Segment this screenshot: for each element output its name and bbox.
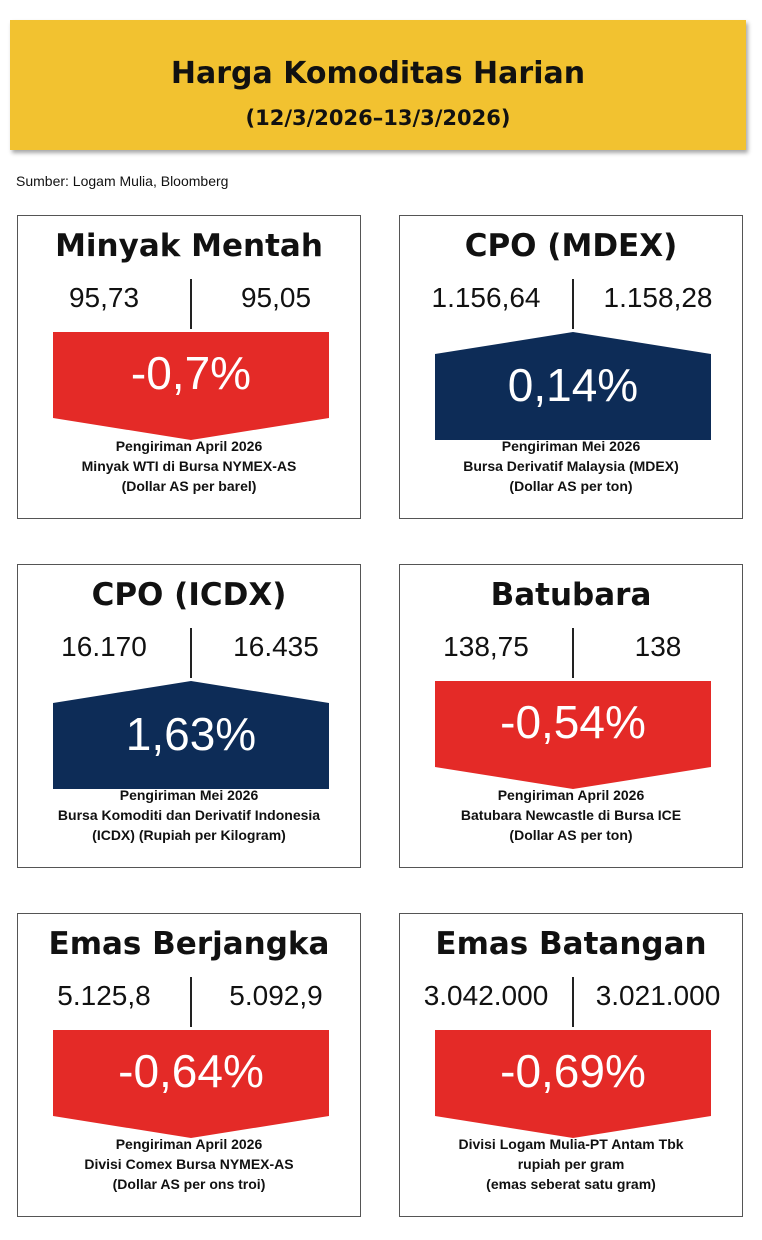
previous-price: 5.125,8 [57, 980, 151, 1011]
note-line: (Dollar AS per ons troi) [112, 1176, 266, 1192]
card-notes: Pengiriman April 2026 Divisi Comex Bursa… [18, 1134, 360, 1194]
current-price: 16.435 [233, 631, 319, 662]
previous-price: 1.156,64 [431, 282, 541, 313]
current-price: 3.021.000 [595, 980, 721, 1011]
card-title: Emas Berjangka [48, 926, 330, 962]
change-arrow: -0,54% [435, 681, 711, 789]
commodity-card: Emas Batangan 3.042.000 3.021.000 -0,69%… [399, 913, 743, 1217]
note-line: rupiah per gram [517, 1156, 625, 1172]
current-price: 95,05 [240, 282, 312, 313]
change-arrow-shape [53, 681, 329, 789]
note-line: Divisi Logam Mulia-PT Antam Tbk [458, 1136, 684, 1152]
note-line: Bursa Derivatif Malaysia (MDEX) [463, 458, 679, 474]
previous-price: 138,75 [443, 631, 529, 662]
note-line: (ICDX) (Rupiah per Kilogram) [92, 827, 286, 843]
note-line: Pengiriman April 2026 [497, 787, 645, 803]
card-title: CPO (MDEX) [464, 228, 678, 264]
percent-change: -0,54% [500, 696, 646, 748]
value-divider [190, 628, 192, 678]
change-arrow: -0,69% [435, 1030, 711, 1138]
note-line: Pengiriman April 2026 [115, 1136, 263, 1152]
value-divider [572, 977, 574, 1027]
previous-price: 16.170 [61, 631, 147, 662]
change-arrow: 0,14% [435, 332, 711, 440]
current-price: 1.158,28 [603, 282, 713, 313]
card-notes: Pengiriman Mei 2026 Bursa Komoditi dan D… [18, 785, 360, 845]
source-label: Sumber: Logam Mulia, Bloomberg [16, 173, 229, 189]
percent-change: -0,7% [130, 347, 252, 399]
note-line: Batubara Newcastle di Bursa ICE [460, 807, 682, 823]
commodity-card: Batubara 138,75 138 -0,54% Pengiriman Ap… [399, 564, 743, 868]
note-line: (Dollar AS per ton) [509, 827, 633, 843]
value-divider [190, 279, 192, 329]
note-line: (Dollar AS per ton) [509, 478, 633, 494]
value-divider [572, 628, 574, 678]
card-title: CPO (ICDX) [91, 577, 287, 613]
commodity-card: Emas Berjangka 5.125,8 5.092,9 -0,64% Pe… [17, 913, 361, 1217]
change-arrow-shape [53, 1030, 329, 1138]
note-line: Bursa Komoditi dan Derivatif Indonesia [57, 807, 321, 823]
current-price: 5.092,9 [229, 980, 323, 1011]
commodity-card: CPO (MDEX) 1.156,64 1.158,28 0,14% Pengi… [399, 215, 743, 519]
page-title: Harga Komoditas Harian [170, 56, 586, 91]
value-divider [190, 977, 192, 1027]
change-arrow-shape [435, 332, 711, 440]
percent-change: -0,69% [500, 1045, 646, 1097]
note-line: Pengiriman Mei 2026 [501, 438, 641, 454]
note-line: (emas seberat satu gram) [486, 1176, 656, 1192]
change-arrow: -0,64% [53, 1030, 329, 1138]
header-banner: Harga Komoditas Harian (12/3/2026–13/3/2… [10, 20, 746, 150]
percent-change: 0,14% [507, 359, 639, 411]
change-arrow: -0,7% [53, 332, 329, 440]
card-title: Batubara [490, 577, 652, 613]
card-notes: Divisi Logam Mulia-PT Antam Tbk rupiah p… [400, 1134, 742, 1194]
previous-price: 95,73 [68, 282, 140, 313]
value-divider [572, 279, 574, 329]
change-arrow-shape [435, 1030, 711, 1138]
commodity-card: CPO (ICDX) 16.170 16.435 1,63% Pengirima… [17, 564, 361, 868]
card-title: Minyak Mentah [55, 228, 323, 264]
note-line: Divisi Comex Bursa NYMEX-AS [84, 1156, 294, 1172]
date-range: (12/3/2026–13/3/2026) [245, 106, 511, 130]
previous-price: 3.042.000 [423, 980, 549, 1011]
card-notes: Pengiriman Mei 2026 Bursa Derivatif Mala… [400, 436, 742, 496]
change-arrow-shape [435, 681, 711, 789]
note-line: Pengiriman April 2026 [115, 438, 263, 454]
change-arrow: 1,63% [53, 681, 329, 789]
card-notes: Pengiriman April 2026 Minyak WTI di Burs… [18, 436, 360, 496]
percent-change: 1,63% [125, 708, 257, 760]
card-notes: Pengiriman April 2026 Batubara Newcastle… [400, 785, 742, 845]
note-line: Minyak WTI di Bursa NYMEX-AS [81, 458, 297, 474]
note-line: Pengiriman Mei 2026 [119, 787, 259, 803]
note-line: (Dollar AS per barel) [121, 478, 257, 494]
card-title: Emas Batangan [435, 926, 707, 962]
commodity-card: Minyak Mentah 95,73 95,05 -0,7% Pengirim… [17, 215, 361, 519]
current-price: 138 [634, 631, 682, 662]
change-arrow-shape [53, 332, 329, 440]
percent-change: -0,64% [118, 1045, 264, 1097]
